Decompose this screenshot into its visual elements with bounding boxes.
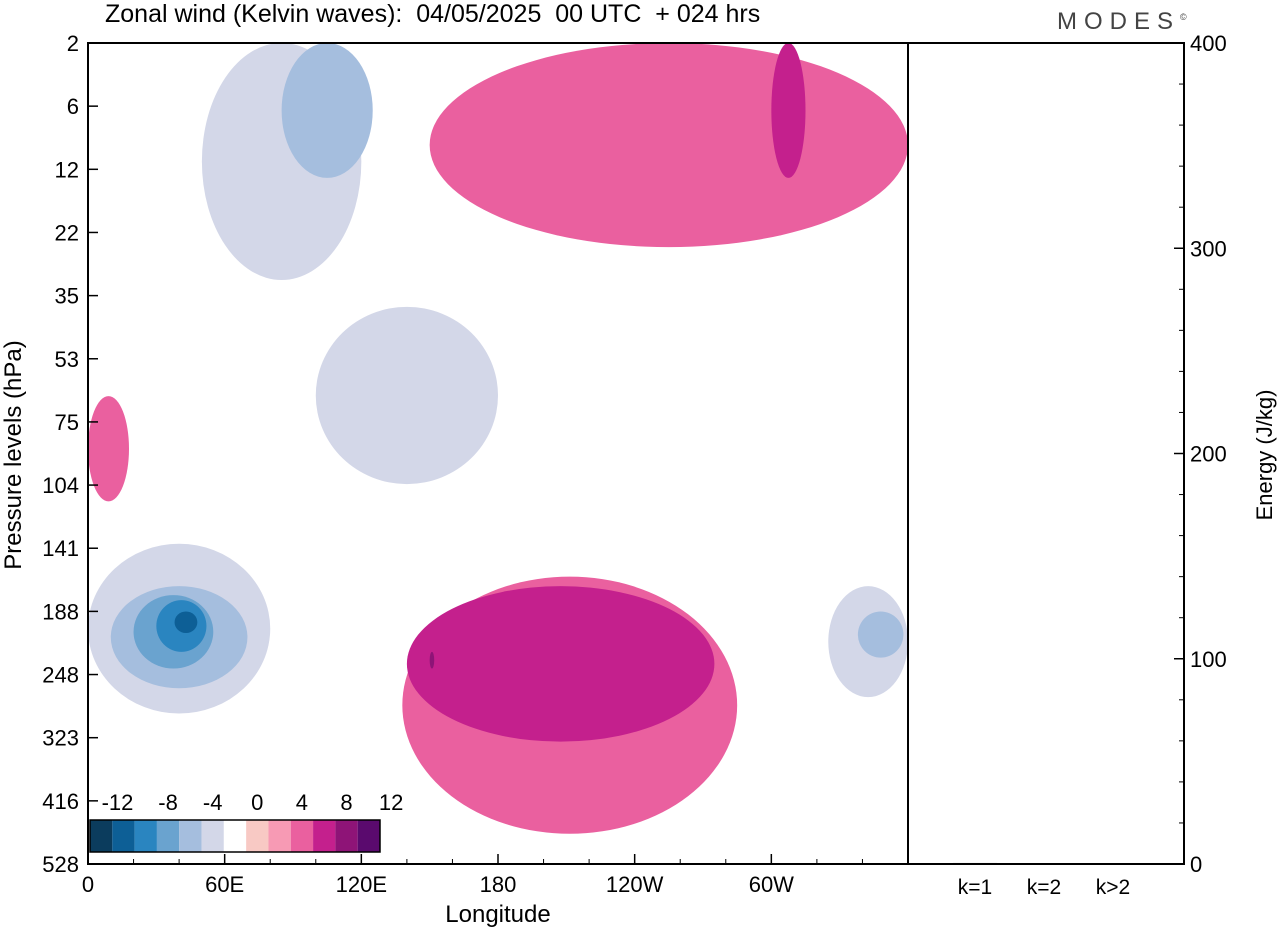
colorbar-swatch-8 [268, 820, 291, 852]
y-tick-label-1: 6 [67, 94, 79, 119]
colorbar-legend: -12 -8 -4 0 4 8 12 [89, 790, 403, 853]
x-tick-label-2: 120E [336, 872, 387, 897]
colorbar-frame [89, 819, 381, 853]
colorbar-label-3: 0 [251, 790, 263, 815]
energy-plot-frame [907, 42, 1185, 865]
y-tick-label-5: 53 [55, 347, 79, 372]
colorbar-swatch-7 [246, 820, 269, 852]
colorbar-swatch-5 [201, 820, 224, 852]
contour-region-6 [406, 586, 715, 742]
x-tick-label-5: 60W [749, 872, 794, 897]
x-tick-label-4: 120W [606, 872, 664, 897]
x-tick-label-0: 0 [82, 872, 94, 897]
energy-category-label-1: k=2 [1027, 876, 1061, 899]
colorbar-label-4: 4 [296, 790, 308, 815]
chart-title: Zonal wind (Kelvin waves): 04/05/2025 00… [105, 0, 761, 28]
y-tick-label-3: 22 [55, 220, 79, 245]
colorbar-swatch-1 [112, 820, 135, 852]
energy-tick-label-4: 400 [1190, 31, 1227, 56]
colorbar-swatch-11 [335, 820, 358, 852]
energy-axis: 0 100 200 300 400 [1174, 31, 1227, 877]
y-tick-label-0: 2 [67, 31, 79, 56]
energy-bar-1 [1022, 863, 1066, 864]
y-tick-label-2: 12 [55, 157, 79, 182]
energy-bar-2 [1091, 863, 1135, 864]
y-tick-label-9: 188 [42, 599, 79, 624]
y-tick-label-7: 104 [42, 473, 79, 498]
energy-tick-label-1: 100 [1190, 647, 1227, 672]
colorbar-label-0: -12 [102, 790, 134, 815]
x-tick-label-3: 180 [480, 872, 517, 897]
colorbar-label-2: -4 [203, 790, 223, 815]
y-tick-label-11: 323 [42, 726, 79, 751]
y-tick-label-6: 75 [55, 410, 79, 435]
colorbar-swatch-6 [223, 820, 247, 852]
contour-region-11 [88, 396, 129, 502]
logo-text: MODES [1057, 8, 1181, 35]
brand-logo: MODES© [1057, 8, 1187, 36]
colorbar-swatch-0 [90, 820, 113, 852]
contour-region-12 [429, 43, 908, 248]
energy-bars: k=1 k=2 k>2 [953, 862, 1135, 899]
energy-bar-0 [953, 862, 997, 864]
contour-region-7 [429, 651, 435, 669]
colorbar-label-6: 12 [379, 790, 403, 815]
energy-category-label-2: k>2 [1096, 876, 1130, 899]
y-tick-label-4: 35 [55, 284, 79, 309]
contour-field [88, 43, 908, 834]
y-axis-label: Pressure levels (hPa) [0, 340, 27, 569]
colorbar-label-5: 8 [340, 790, 352, 815]
colorbar-swatch-2 [134, 820, 157, 852]
contour-region-10 [281, 43, 373, 178]
colorbar-swatch-12 [357, 820, 380, 852]
contour-region-13 [771, 43, 806, 178]
contour-region-4 [174, 611, 198, 634]
y-axis: 2 6 12 22 35 53 75 104 141 188 248 323 416 528 [42, 31, 98, 877]
logo-mark: © [1180, 12, 1187, 22]
energy-axis-label: Energy (J/kg) [1252, 390, 1277, 521]
colorbar-swatch-3 [156, 820, 180, 852]
y-tick-label-13: 528 [42, 852, 79, 877]
colorbar-swatch-10 [313, 820, 336, 852]
y-tick-label-8: 141 [42, 536, 79, 561]
contour-region-15 [857, 611, 904, 658]
x-axis-label: Longitude [445, 901, 550, 928]
y-tick-label-12: 416 [42, 789, 79, 814]
colorbar-label-1: -8 [158, 790, 178, 815]
colorbar-swatch-4 [179, 820, 202, 852]
x-axis: 0 60E 120E 180 120W 60W [82, 854, 863, 897]
contour-region-8 [315, 306, 498, 485]
y-tick-label-10: 248 [42, 663, 79, 688]
energy-category-label-0: k=1 [958, 876, 992, 899]
energy-tick-label-3: 300 [1190, 236, 1227, 261]
energy-tick-label-2: 200 [1190, 442, 1227, 467]
energy-tick-label-0: 0 [1190, 852, 1202, 877]
colorbar-swatch-9 [290, 820, 314, 852]
x-tick-label-1: 60E [205, 872, 244, 897]
